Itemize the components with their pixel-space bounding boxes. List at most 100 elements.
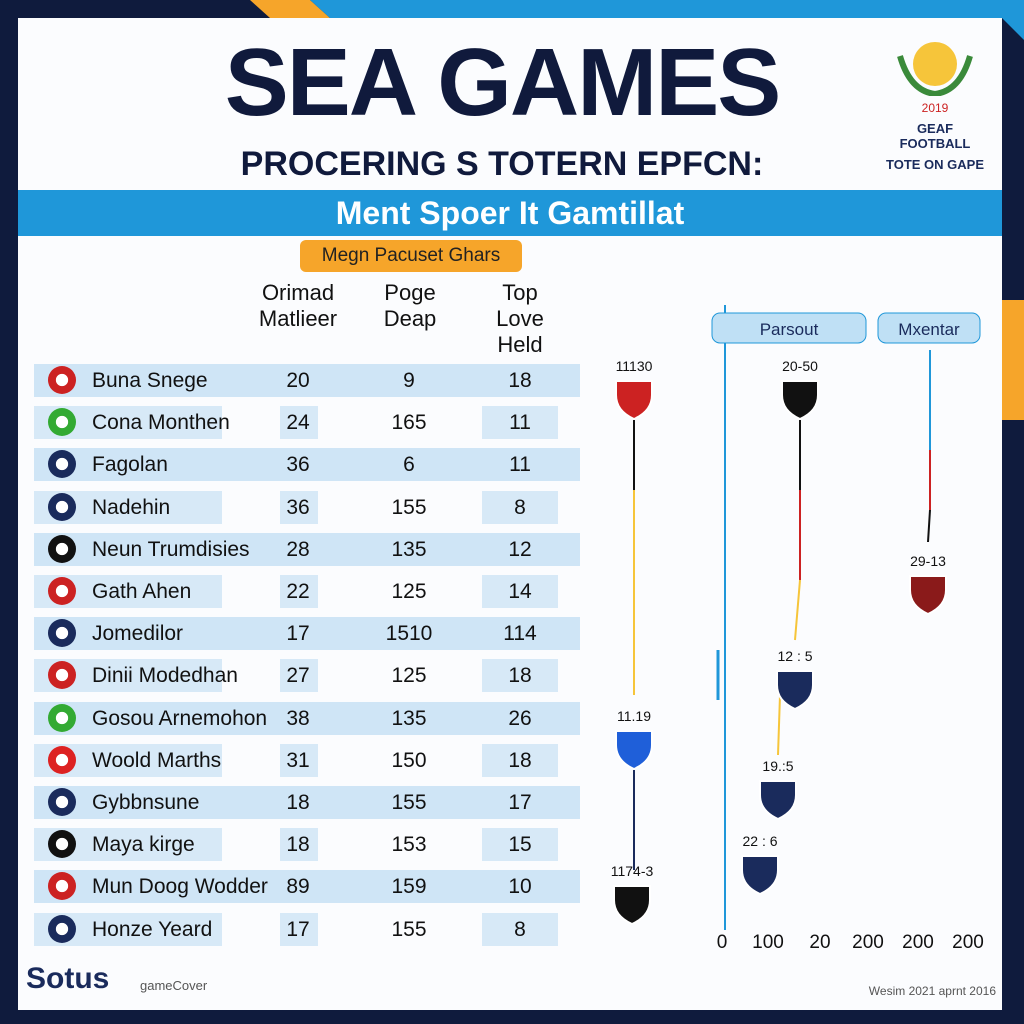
row-value: 8 (514, 495, 526, 519)
banner: Ment Spoer It Gamtillat (18, 190, 1002, 236)
row-name: Maya kirge (92, 833, 195, 857)
row-value: 38 (286, 706, 310, 730)
row-value: 28 (286, 537, 310, 561)
cell-box (482, 743, 558, 777)
column-header: Orimad Matlieer (258, 280, 338, 331)
cell-box (280, 490, 318, 524)
cell-box (482, 912, 558, 946)
logo-emblem (897, 42, 973, 98)
flag (48, 534, 76, 563)
logo-line: TOTE ON GAPE (886, 157, 984, 172)
row-value: 159 (391, 875, 427, 899)
row-value: 18 (508, 664, 532, 688)
row-value: 155 (391, 495, 427, 519)
flag (48, 661, 76, 690)
row-value: 11 (509, 453, 531, 477)
marker-label: 11.19 (617, 708, 651, 724)
flag (48, 366, 76, 394)
row-value: 155 (391, 917, 427, 941)
flag (48, 914, 76, 943)
flag (48, 450, 76, 479)
cell-box (280, 659, 318, 693)
row-name: Dinii Modedhan (92, 664, 238, 688)
column-header: Poge Deap (383, 280, 437, 331)
flag (48, 745, 76, 774)
table-tag: Megn Pacuset Ghars (300, 240, 522, 272)
table-row: Woold Marths 31 150 18 (34, 743, 580, 777)
flag (48, 408, 76, 437)
row-value: 12 (508, 537, 532, 561)
cell-box (482, 575, 558, 608)
title: SEA GAMES (224, 29, 782, 136)
brand: Sotus (26, 962, 110, 995)
row-value: 6 (403, 453, 415, 477)
flag (48, 872, 76, 901)
subtitle: PROCERING S TOTERN EPFCN: (240, 145, 764, 183)
row-name: Woold Marths (92, 748, 222, 772)
marker-label: 20-50 (782, 358, 818, 374)
logo: 2019 GEAF FOOTBALL TOTE ON GAPE (880, 36, 990, 172)
cell-box (482, 406, 558, 440)
cell-box (280, 406, 318, 440)
table-row: Buna Snege 20 9 18 (34, 364, 580, 397)
table-row: Nadehin 36 155 8 (34, 490, 580, 524)
row-value: 135 (391, 706, 427, 730)
row-value: 125 (391, 580, 427, 603)
cell-box (280, 743, 318, 777)
marker (615, 730, 653, 771)
marker-label: 19.:5 (762, 758, 793, 774)
row-value: 153 (391, 833, 427, 857)
row-value: 18 (508, 748, 532, 772)
cell-box (482, 659, 558, 693)
table-row: Mun Doog Wodder 89 159 10 (34, 870, 580, 904)
row-name: Fagolan (92, 453, 168, 477)
row-value: 18 (508, 369, 532, 392)
row-name: Honze Yeard (92, 917, 213, 941)
row-name: Gosou Arnemohon (92, 706, 268, 730)
table-row: Gosou Arnemohon 38 135 26 (34, 701, 580, 735)
marker (909, 575, 947, 616)
row-value: 14 (508, 580, 532, 603)
table-row: Dinii Modedhan 27 125 18 (34, 659, 580, 693)
logo-line: GEAF FOOTBALL (899, 121, 971, 151)
row-value: 9 (403, 369, 415, 392)
row-value: 18 (286, 833, 310, 857)
row-value: 17 (286, 622, 310, 646)
axis-label: 200 (852, 932, 884, 953)
row-value: 89 (286, 875, 310, 899)
cell-box (482, 828, 558, 862)
table-row: Neun Trumdisies 28 135 12 (34, 532, 580, 566)
marker (781, 380, 819, 421)
row-name: Neun Trumdisies (92, 537, 250, 561)
flag (48, 703, 76, 732)
date: Wesim 2021 aprnt 2016 (868, 984, 996, 998)
marker-label: 1174-3 (611, 863, 654, 879)
panel-label: Mxentar (898, 320, 960, 339)
row-value: 36 (286, 453, 310, 477)
row-value: 10 (508, 875, 532, 899)
row-value: 27 (286, 664, 310, 688)
cell-box (280, 575, 318, 608)
table-row: Gath Ahen 22 125 14 (34, 575, 580, 608)
column-header: Top Love Held (496, 280, 544, 357)
cell-box (482, 490, 558, 524)
row-value: 8 (514, 917, 526, 941)
axis-label: 100 (752, 932, 784, 953)
row-value: 15 (508, 833, 532, 857)
row-name: Cona Monthen (92, 411, 230, 435)
row-value: 20 (286, 369, 310, 392)
flag (48, 788, 76, 816)
row-value: 135 (391, 537, 427, 561)
marker-label: 22 : 6 (742, 833, 777, 849)
flag (48, 577, 76, 605)
row-value: 26 (508, 706, 532, 730)
row-name: Mun Doog Wodder (92, 875, 268, 899)
row-value: 17 (508, 791, 532, 814)
row-value: 150 (391, 748, 427, 772)
row-value: 22 (286, 580, 310, 603)
marker (776, 670, 814, 711)
axis-label: 200 (902, 932, 934, 953)
cell-box (280, 828, 318, 862)
panel-label: Parsout (760, 320, 819, 339)
